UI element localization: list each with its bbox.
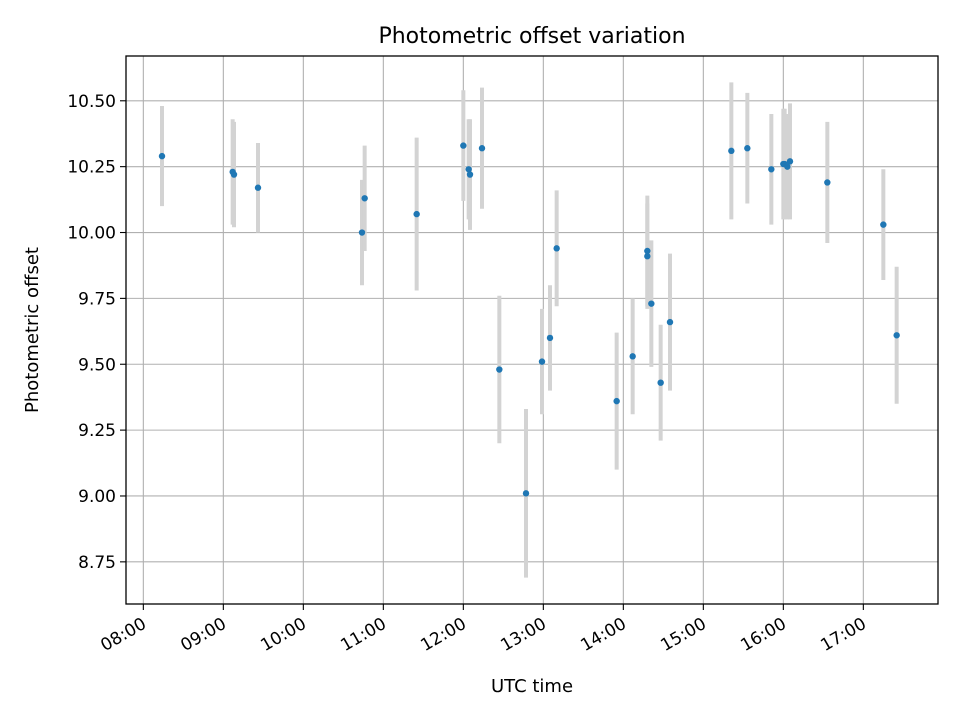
data-point: [361, 195, 368, 202]
data-point: [254, 184, 262, 191]
y-tick-label: 9.75: [78, 289, 116, 309]
y-tick-label: 9.25: [78, 421, 116, 441]
data-point: [784, 163, 791, 170]
data-point: [648, 300, 655, 307]
data-point: [158, 152, 166, 160]
data-point: [522, 490, 530, 497]
data-point: [666, 318, 674, 326]
data-point: [478, 145, 486, 152]
y-tick-label: 10.50: [67, 92, 116, 112]
y-axis-label: Photometric offset: [22, 247, 43, 413]
data-point: [460, 142, 467, 149]
data-point: [728, 147, 735, 155]
data-point: [413, 210, 420, 218]
data-point: [629, 353, 636, 360]
y-tick-label: 10.25: [67, 158, 116, 178]
data-point: [538, 358, 546, 365]
data-point: [496, 366, 503, 373]
point-layer: [158, 142, 900, 497]
y-tick-label: 9.50: [78, 355, 116, 375]
data-point: [466, 171, 474, 178]
data-point: [230, 171, 238, 178]
data-point: [824, 179, 831, 186]
y-tick-label: 9.00: [78, 487, 116, 507]
data-point: [744, 145, 751, 152]
data-point: [880, 221, 887, 228]
y-tick-label: 10.00: [67, 224, 116, 244]
data-point: [768, 166, 775, 173]
y-tick-label: 8.75: [78, 553, 116, 573]
data-point: [786, 158, 794, 165]
x-axis-label: UTC time: [491, 676, 573, 697]
plot-frame: [125, 55, 939, 605]
data-point: [358, 229, 366, 236]
data-point: [546, 334, 554, 342]
data-point: [893, 332, 900, 339]
y-tick-layer: 8.75 9.00 9.25 9.50 9.75 10.00 10.25 10.50: [67, 92, 126, 573]
chart-title: Photometric offset variation: [378, 24, 685, 49]
data-point: [553, 245, 560, 252]
data-point: [644, 253, 651, 260]
data-point: [613, 397, 620, 405]
data-point: [465, 166, 472, 173]
data-point: [657, 379, 664, 386]
data-point: [644, 247, 651, 255]
